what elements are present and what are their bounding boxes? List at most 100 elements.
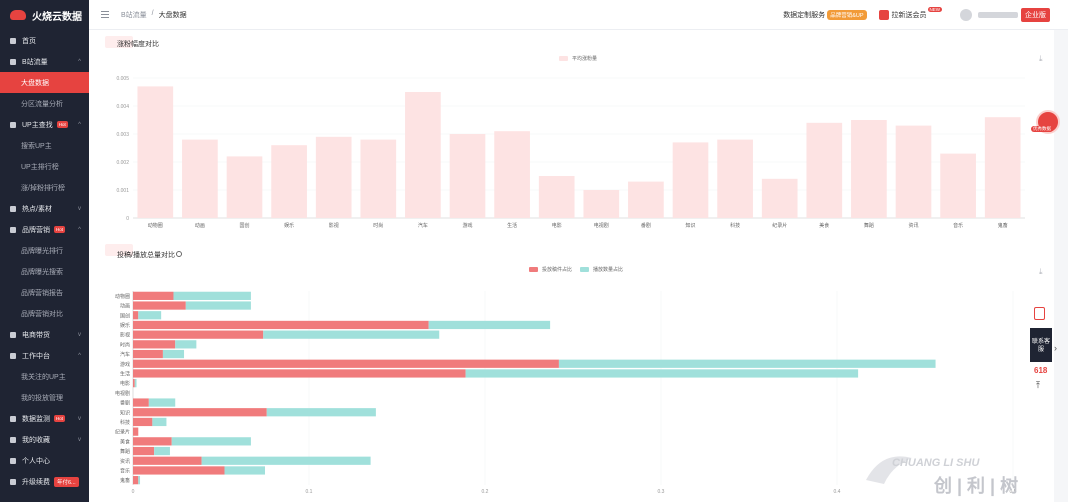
sidebar-item[interactable]: 品牌营销报告 [0, 282, 89, 303]
bar-segment [133, 291, 174, 300]
sidebar-item[interactable]: 电商带货 v [0, 324, 89, 345]
x-tick-label: 番剧 [641, 222, 651, 229]
custom-service-link[interactable]: 数据定制服务 [783, 11, 826, 19]
y-tick-label: 时尚 [120, 341, 130, 348]
x-tick-label: 0.2 [482, 489, 489, 495]
bar-segment [133, 456, 202, 465]
x-tick-label: 时尚 [373, 222, 383, 229]
sidebar-item-label: 首页 [22, 37, 36, 45]
username-redacted[interactable] [978, 11, 1018, 18]
bar-segment [558, 359, 936, 368]
bar-segment [133, 349, 163, 359]
chart1-legend[interactable]: 平均涨粉量 [559, 55, 597, 62]
chevron-icon[interactable]: ^ [78, 58, 81, 65]
sidebar-nav: 首页 B站流量 ^ 大盘数据分区流量分析 UP主查找 Hot ^ 搜索UP主 UP主排行榜 涨/掉… [0, 30, 89, 492]
sidebar-item[interactable]: 分区流量分析 [0, 93, 89, 114]
sidebar-item[interactable]: B站流量 ^ [0, 51, 89, 72]
grid-icon [10, 352, 16, 359]
bar [271, 145, 307, 218]
breadcrumb-separator: / [151, 9, 154, 17]
sidebar-item[interactable]: 搜索UP主 [0, 135, 89, 156]
menu-toggle-icon[interactable] [101, 11, 109, 18]
chevron-icon[interactable]: v [78, 415, 81, 422]
bar-segment [171, 437, 251, 446]
y-tick-label: 电影 [120, 380, 130, 387]
bar-segment [133, 466, 225, 475]
promo-badge: 年付6... [54, 476, 79, 487]
sidebar-item-label: 品牌营销对比 [21, 310, 63, 318]
info-icon[interactable] [175, 251, 182, 257]
fire-icon [10, 205, 16, 212]
contact-service-button[interactable]: 联系客服 [1030, 328, 1052, 362]
monitor-icon [10, 415, 16, 422]
bar [226, 156, 263, 218]
chevron-icon[interactable]: v [78, 436, 81, 443]
x-tick-label: 动画 [195, 222, 205, 229]
bar-segment [133, 446, 155, 456]
download-icon[interactable]: ⤓ [1039, 54, 1043, 63]
sidebar-item[interactable]: UP主排行榜 [0, 156, 89, 177]
sidebar-item-label: 热点/素材 [22, 205, 52, 213]
bar [538, 176, 575, 218]
chevron-icon[interactable]: ^ [78, 121, 81, 128]
sidebar-item[interactable]: 个人中心 [0, 450, 89, 471]
bar [984, 117, 1021, 218]
sidebar-item[interactable]: 首页 [0, 30, 89, 51]
sidebar-item[interactable]: 我的投放管理 [0, 387, 89, 408]
chevron-icon[interactable]: ^ [78, 226, 81, 233]
breadcrumb-item[interactable]: B站流量 [121, 11, 147, 19]
chevron-icon[interactable]: v [78, 331, 81, 338]
x-tick-label: 鬼畜 [998, 222, 1008, 229]
bar-segment [133, 379, 135, 388]
chevron-icon[interactable]: v [78, 205, 81, 212]
avatar[interactable] [960, 8, 972, 21]
y-tick-label: 舞蹈 [120, 448, 130, 455]
sidebar-item[interactable]: UP主查找 Hot ^ [0, 114, 89, 135]
sidebar-item-label: 分区流量分析 [21, 100, 63, 108]
sidebar-item[interactable]: 大盘数据 [0, 72, 89, 93]
bar-segment [266, 408, 376, 417]
sidebar-item[interactable]: 我的收藏 v [0, 429, 89, 450]
y-tick-label: 0.003 [116, 132, 129, 138]
sidebar-item-label: 电商带货 [22, 331, 50, 339]
cart-icon [10, 331, 16, 338]
sidebar-item[interactable]: 品牌曝光搜索 [0, 261, 89, 282]
target-icon [10, 226, 16, 233]
account-tier-badge: 企业版 [1021, 7, 1050, 22]
legend-label: 播放数量占比 [593, 267, 624, 273]
app-logo[interactable]: 火烧云数据 [0, 0, 89, 30]
bar-segment [133, 330, 264, 339]
legend-swatch [559, 56, 568, 61]
chevron-right-icon[interactable]: › [1054, 343, 1057, 353]
bar-segment [133, 408, 267, 417]
bar-segment [133, 340, 176, 349]
sidebar-item[interactable]: 数据监测 Hot v [0, 408, 89, 429]
sidebar-item[interactable]: 涨/掉粉排行榜 [0, 177, 89, 198]
bar-segment [173, 291, 251, 300]
sidebar-item[interactable]: 升级续费 年付6... [0, 471, 89, 492]
sidebar-item-label: 品牌曝光排行 [21, 247, 63, 255]
bar-segment [133, 311, 139, 320]
sidebar-item[interactable]: 品牌营销 Hot ^ [0, 219, 89, 240]
bar [360, 139, 397, 218]
y-tick-label: 资讯 [120, 458, 130, 465]
bar-segment [224, 466, 265, 475]
sidebar-item[interactable]: 品牌营销对比 [0, 303, 89, 324]
watermark-latin: CHUANG LI SHU [892, 457, 980, 469]
new-badge: NEW [927, 7, 942, 12]
sidebar-item[interactable]: 工作中台 ^ [0, 345, 89, 366]
bar [806, 122, 843, 218]
back-to-top-icon[interactable]: ⤒ [1036, 380, 1040, 390]
x-tick-label: 美食 [819, 222, 829, 229]
invite-link[interactable]: 拉新送会员 [891, 11, 927, 19]
promo-618-badge[interactable]: 618 [1034, 366, 1048, 375]
chevron-icon[interactable]: ^ [78, 352, 81, 359]
x-tick-label: 电视剧 [594, 222, 609, 229]
chart2-legend[interactable]: 投放稿件占比 播放数量占比 [529, 266, 623, 273]
document-icon[interactable] [1034, 307, 1045, 320]
bar-segment [263, 330, 440, 339]
sidebar-item[interactable]: 热点/素材 v [0, 198, 89, 219]
download-icon[interactable]: ⤓ [1039, 267, 1043, 276]
sidebar-item[interactable]: 我关注的UP主 [0, 366, 89, 387]
sidebar-item[interactable]: 品牌曝光排行 [0, 240, 89, 261]
